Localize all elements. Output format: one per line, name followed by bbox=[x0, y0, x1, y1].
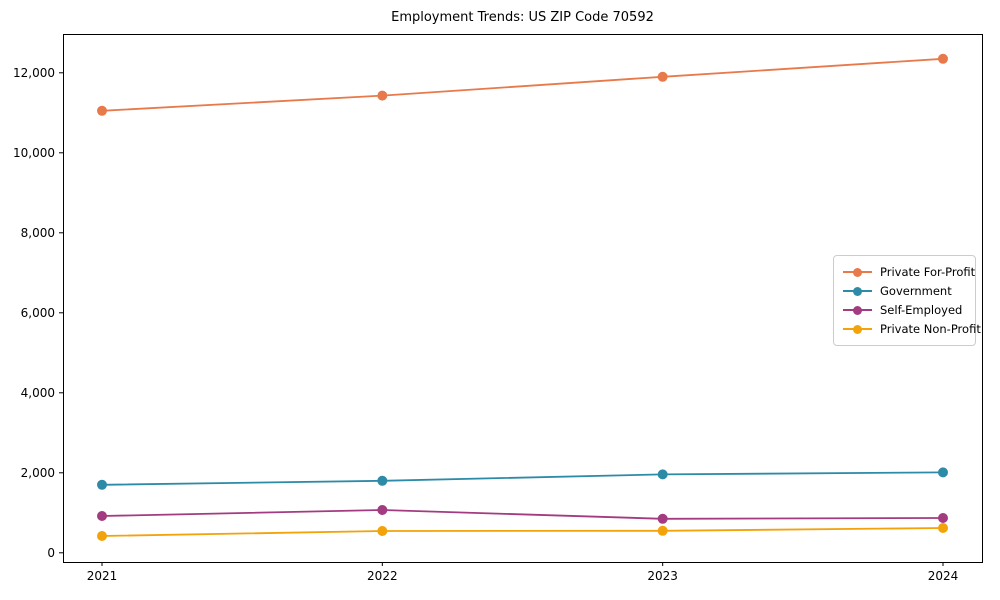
data-point-private-non-profit bbox=[97, 531, 107, 541]
legend-item: Government bbox=[843, 282, 967, 300]
legend-label: Government bbox=[880, 284, 952, 298]
y-axis-tick-label: 4,000 bbox=[21, 386, 55, 400]
chart-legend: Private For-Profit Government Self-Employe… bbox=[833, 255, 981, 346]
legend-label: Private Non-Profit bbox=[880, 322, 981, 336]
data-point-self-employed bbox=[377, 505, 388, 515]
legend-item: Self-Employed bbox=[843, 301, 967, 319]
legend-line-marker-icon bbox=[843, 286, 872, 296]
data-point-private-for-profit bbox=[377, 90, 388, 101]
series-line-government bbox=[101, 471, 944, 486]
data-point-private-non-profit bbox=[377, 526, 388, 536]
series-line-private-non-profit bbox=[101, 527, 944, 537]
legend-line-marker-icon bbox=[843, 267, 872, 277]
legend-line-marker-icon bbox=[843, 305, 872, 315]
chart-title: Employment Trends: US ZIP Code 70592 bbox=[391, 10, 654, 25]
data-point-government bbox=[938, 467, 948, 478]
y-axis-tick-label: 6,000 bbox=[21, 306, 55, 320]
legend-item: Private Non-Profit bbox=[843, 320, 981, 338]
data-point-private-non-profit bbox=[657, 525, 668, 536]
y-axis-tick-label: 0 bbox=[47, 546, 55, 560]
x-axis-tick-label: 2022 bbox=[367, 569, 398, 583]
legend-dot-icon bbox=[853, 324, 862, 334]
x-axis-tick-label: 2021 bbox=[87, 569, 118, 583]
x-axis-tick-label: 2023 bbox=[647, 569, 678, 583]
legend-dot-icon bbox=[853, 286, 862, 296]
data-point-self-employed bbox=[938, 513, 948, 523]
data-point-private-non-profit bbox=[938, 523, 948, 533]
data-point-government bbox=[657, 469, 668, 480]
data-point-self-employed bbox=[657, 513, 668, 524]
data-point-self-employed bbox=[97, 511, 107, 521]
y-axis-tick-label: 12,000 bbox=[13, 66, 55, 80]
legend-label: Private For-Profit bbox=[880, 265, 976, 279]
data-point-private-for-profit bbox=[938, 53, 948, 64]
legend-line-marker-icon bbox=[843, 324, 872, 334]
data-point-government bbox=[97, 479, 107, 490]
y-axis-tick-label: 8,000 bbox=[21, 226, 55, 240]
legend-dot-icon bbox=[853, 267, 862, 277]
x-axis-tick-label: 2024 bbox=[928, 569, 959, 583]
series-line-private-for-profit bbox=[101, 57, 944, 112]
y-axis-tick-label: 10,000 bbox=[13, 146, 55, 160]
plot-border bbox=[63, 34, 983, 563]
legend-label: Self-Employed bbox=[880, 303, 963, 317]
data-point-private-for-profit bbox=[97, 105, 107, 116]
legend-item: Private For-Profit bbox=[843, 263, 975, 281]
series-line-self-employed bbox=[101, 509, 944, 520]
data-point-private-for-profit bbox=[657, 71, 668, 82]
data-point-government bbox=[377, 475, 388, 486]
legend-dot-icon bbox=[853, 305, 862, 315]
y-axis-tick-label: 2,000 bbox=[21, 466, 55, 480]
